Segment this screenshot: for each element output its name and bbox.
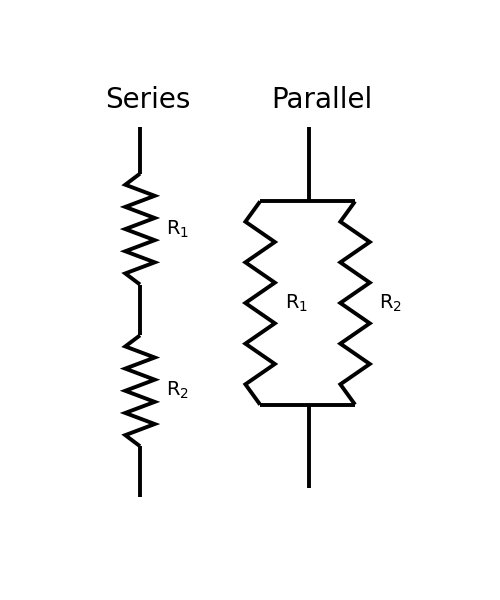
Text: R$_1$: R$_1$ bbox=[166, 218, 190, 240]
Text: Parallel: Parallel bbox=[272, 86, 373, 114]
Text: Series: Series bbox=[105, 86, 190, 114]
Text: R$_2$: R$_2$ bbox=[380, 292, 402, 314]
Text: R$_1$: R$_1$ bbox=[284, 292, 308, 314]
Text: R$_2$: R$_2$ bbox=[166, 380, 190, 401]
